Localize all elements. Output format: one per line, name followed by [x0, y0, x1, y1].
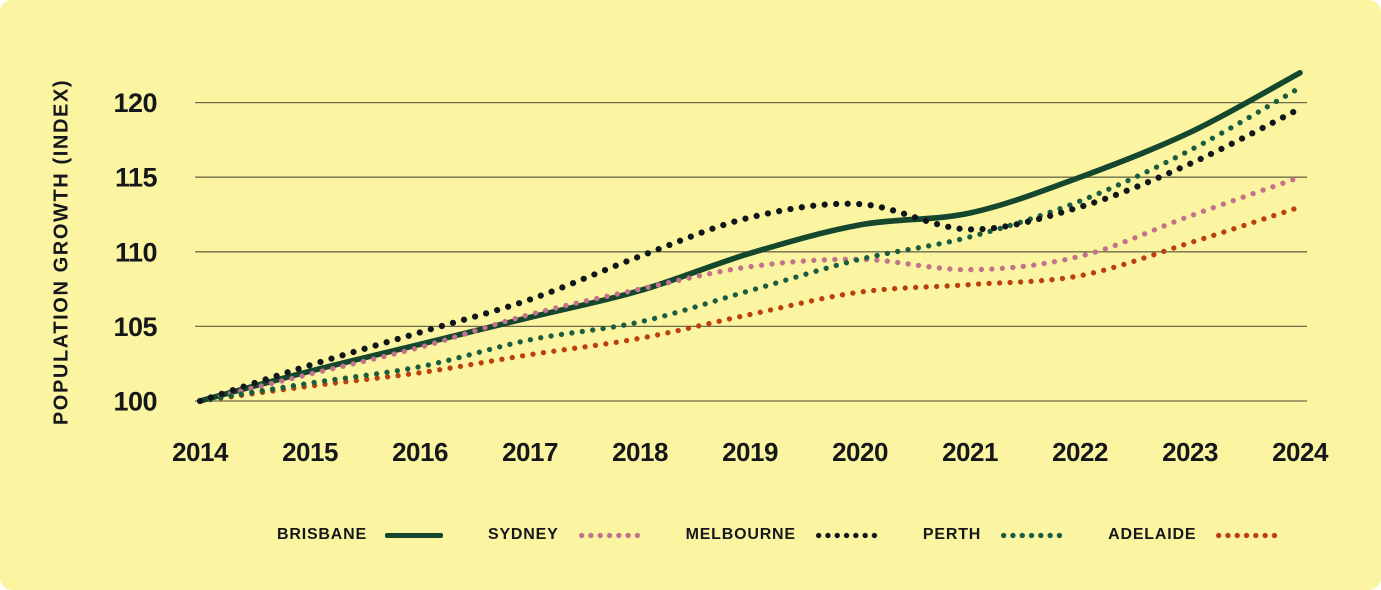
legend-item-sydney: SYDNEY [488, 526, 641, 544]
x-tick-label-2022: 2022 [1052, 437, 1108, 467]
series-line-perth [197, 85, 1303, 404]
legend-label-adelaide: ADELAIDE [1108, 526, 1197, 543]
legend-item-adelaide: ADELAIDE [1108, 526, 1279, 544]
legend-label-perth: PERTH [922, 526, 982, 543]
x-tick-label-2019: 2019 [722, 437, 778, 467]
legend-dotted-line-swatch-sydney [576, 531, 641, 539]
legend-item-melbourne: MELBOURNE [686, 526, 878, 544]
series-line-melbourne [196, 105, 1304, 405]
legend-dotted-line-swatch-adelaide [1214, 531, 1279, 539]
chart-legend: BRISBANE SYDNEY MELBOURNE PERTH ADELAIDE [277, 524, 1279, 546]
legend-label-melbourne: MELBOURNE [685, 526, 796, 543]
x-tick-label-2016: 2016 [392, 437, 448, 467]
x-tick-label-2024: 2024 [1272, 437, 1329, 467]
x-tick-label-2014: 2014 [172, 437, 229, 467]
series-line-sydney [197, 174, 1303, 404]
series-line-brisbane [197, 70, 1303, 404]
y-axis-title: POPULATION GROWTH (INDEX) [50, 78, 73, 426]
x-tick-label-2021: 2021 [942, 437, 998, 467]
legend-item-perth: PERTH [922, 526, 1064, 544]
y-tick-label-110: 110 [115, 237, 157, 267]
y-tick-label-120: 120 [113, 88, 157, 118]
x-tick-label-2023: 2023 [1162, 437, 1218, 467]
x-tick-label-2020: 2020 [832, 437, 888, 467]
x-tick-label-2015: 2015 [282, 437, 338, 467]
legend-dotted-line-swatch-perth [999, 531, 1064, 539]
y-tick-label-115: 115 [115, 163, 158, 193]
legend-solid-line-swatch-brisbane [384, 532, 443, 538]
legend-dotted-line-swatch-melbourne [813, 531, 878, 539]
y-tick-label-105: 105 [113, 312, 157, 342]
series-line-adelaide [197, 204, 1303, 404]
legend-label-brisbane: BRISBANE [277, 526, 367, 543]
legend-label-sydney: SYDNEY [487, 526, 559, 543]
y-tick-label-100: 100 [113, 387, 157, 417]
x-tick-label-2018: 2018 [612, 437, 668, 467]
x-tick-label-2017: 2017 [502, 437, 558, 467]
legend-item-brisbane: BRISBANE [277, 526, 443, 544]
